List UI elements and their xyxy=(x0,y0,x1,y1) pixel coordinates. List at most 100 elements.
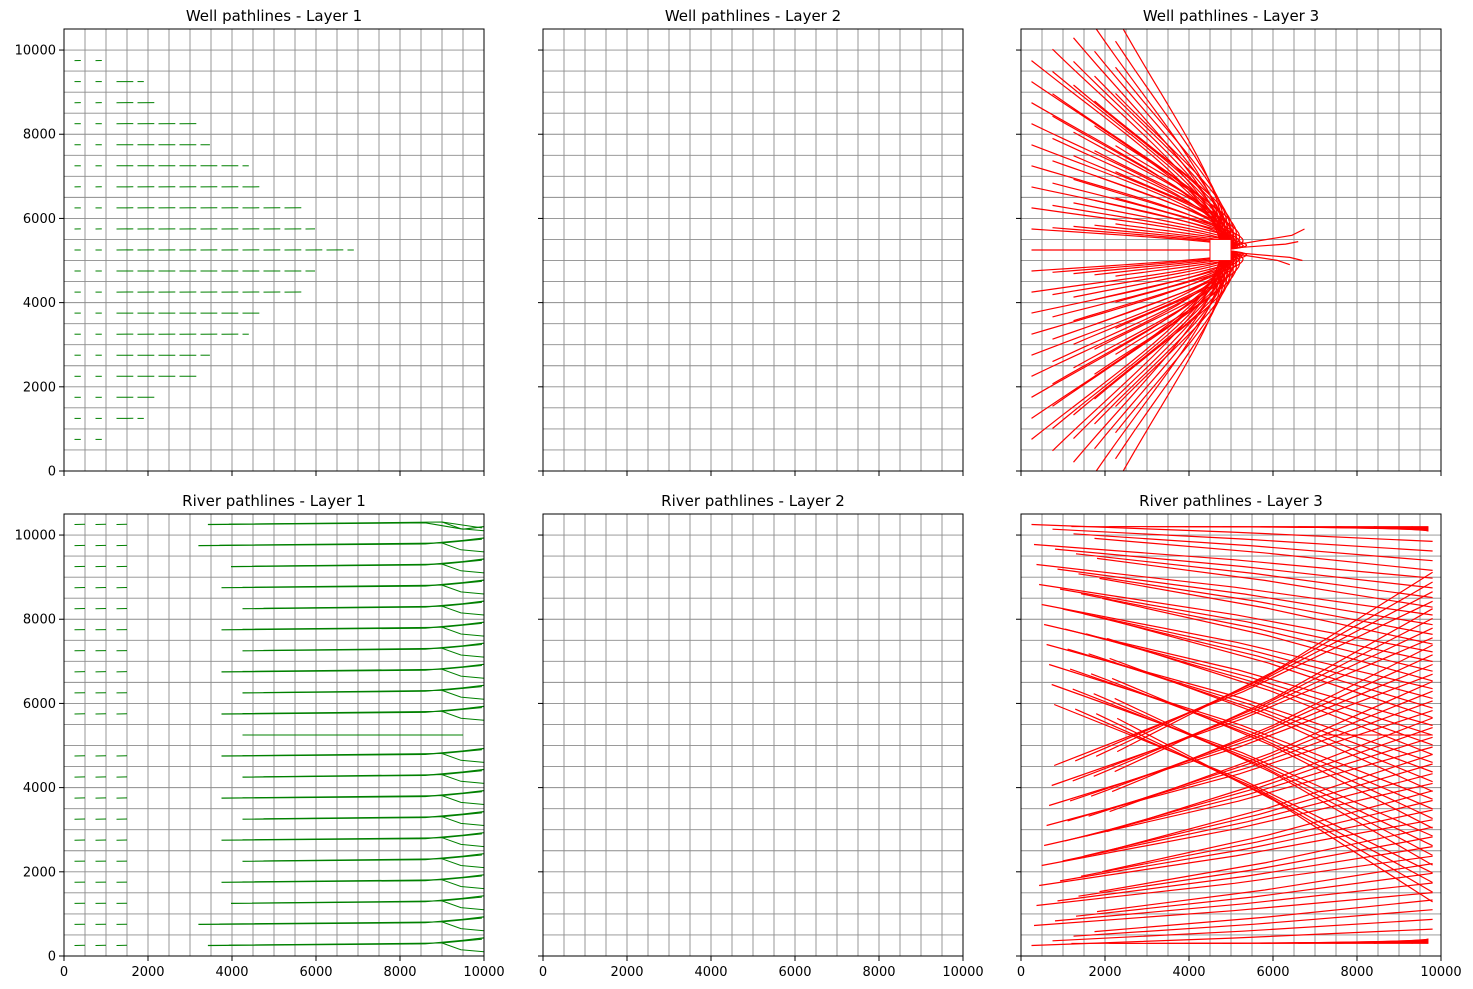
pathline xyxy=(1062,608,1433,699)
x-tick-label: 4000 xyxy=(215,965,248,980)
pathline xyxy=(1106,637,1433,756)
pathline xyxy=(1094,100,1229,252)
x-tick-label: 6000 xyxy=(299,965,332,980)
y-tick-label: 2000 xyxy=(23,865,56,880)
pathline xyxy=(263,644,482,651)
pathline xyxy=(1072,627,1433,782)
pathline xyxy=(1115,92,1231,252)
pathline xyxy=(1111,644,1433,793)
pathline xyxy=(1039,583,1433,653)
y-tick-label: 0 xyxy=(48,465,56,480)
pathline xyxy=(441,647,484,658)
pathlines xyxy=(74,60,354,440)
pathline xyxy=(1115,66,1229,253)
pathline xyxy=(1101,790,1433,873)
y-tick-label: 10000 xyxy=(15,529,56,544)
x-tick-label: 8000 xyxy=(862,965,895,980)
pathline xyxy=(1109,680,1433,813)
pathline xyxy=(441,879,484,890)
ticks: 0 2000 4000 6000 8000 10000 xyxy=(538,534,984,980)
subplot-2: Well pathlines - Layer 2 xyxy=(538,7,964,476)
pathline xyxy=(1048,663,1433,800)
subplot-6: 0 2000 4000 6000 8000 10000 River pathlines - … xyxy=(1016,492,1462,980)
subplot-title: Well pathlines - Layer 2 xyxy=(665,7,841,25)
pathlines xyxy=(1031,29,1305,471)
pathline xyxy=(441,521,484,532)
x-tick-label: 0 xyxy=(1017,965,1025,980)
pathline xyxy=(221,663,484,673)
pathline xyxy=(1099,577,1433,645)
pathline xyxy=(1228,228,1305,247)
pathline xyxy=(441,542,484,553)
pathline xyxy=(1054,882,1433,922)
pathline xyxy=(1051,683,1433,837)
pathline xyxy=(1078,573,1433,635)
pathline xyxy=(1096,557,1433,608)
subplot-1: 0 2000 4000 6000 8000 10000 Well pathlines - L… xyxy=(15,7,485,480)
pathline xyxy=(1411,526,1429,532)
x-tick-label: 8000 xyxy=(383,965,416,980)
y-tick-label: 4000 xyxy=(23,296,56,311)
y-tick-label: 2000 xyxy=(23,380,56,395)
pathline xyxy=(1114,608,1433,773)
subplot-title: Well pathlines - Layer 3 xyxy=(1143,7,1319,25)
pathline xyxy=(1057,846,1433,902)
pathline xyxy=(441,605,484,616)
pathline xyxy=(1115,249,1248,277)
pathline xyxy=(441,668,484,679)
x-tick-label: 2000 xyxy=(610,965,643,980)
pathline xyxy=(1106,717,1433,833)
pathline xyxy=(1109,657,1433,792)
pathline xyxy=(1104,617,1433,719)
pathline xyxy=(1052,48,1222,250)
pathline xyxy=(1096,863,1433,913)
pathline xyxy=(1041,782,1433,867)
axes-frame xyxy=(1020,28,1442,472)
pathline xyxy=(1085,727,1433,837)
pathline xyxy=(441,942,484,953)
axes-frame xyxy=(1020,513,1442,957)
pathline xyxy=(1090,673,1433,820)
pathline xyxy=(263,770,482,778)
pathline xyxy=(1094,899,1433,933)
pathline xyxy=(1411,938,1429,944)
pathlines xyxy=(1031,523,1433,947)
x-tick-label: 2000 xyxy=(1088,965,1121,980)
x-tick-label: 8000 xyxy=(1340,965,1373,980)
pathline xyxy=(1053,703,1433,874)
ticks: 0 2000 4000 6000 8000 10000 xyxy=(1016,534,1462,980)
pathline xyxy=(1039,819,1433,887)
pathline xyxy=(1069,663,1433,802)
pathline xyxy=(263,686,482,693)
x-tick-label: 0 xyxy=(60,965,68,980)
pathline xyxy=(441,837,484,848)
pathline xyxy=(1052,204,1236,251)
pathline xyxy=(1090,654,1433,797)
pathline xyxy=(1078,836,1433,897)
pathline xyxy=(1373,938,1429,944)
pathline xyxy=(1052,249,1223,429)
pathline xyxy=(441,563,484,574)
ticks: 0 2000 4000 6000 8000 10000 0 2000 4000 6000 8000 1… xyxy=(15,529,505,980)
pathline xyxy=(1074,591,1433,762)
y-tick-label: 8000 xyxy=(23,613,56,628)
pathline xyxy=(1095,581,1433,757)
pathline xyxy=(1073,533,1433,562)
ticks xyxy=(1016,49,1442,476)
pathline xyxy=(1054,548,1433,589)
pathline xyxy=(1052,528,1433,552)
x-tick-label: 2000 xyxy=(131,965,164,980)
pathline xyxy=(1072,688,1433,847)
pathline xyxy=(441,753,484,763)
subplot-title: River pathlines - Layer 1 xyxy=(182,492,366,510)
pathline xyxy=(221,705,484,715)
pathline xyxy=(263,812,482,820)
pathline xyxy=(441,858,484,869)
pathline xyxy=(1057,568,1433,626)
pathline xyxy=(1080,799,1433,877)
subplot-title: Well pathlines - Layer 1 xyxy=(186,7,362,25)
pathline xyxy=(441,584,484,595)
pathline xyxy=(1033,543,1433,579)
subplot-5: 0 2000 4000 6000 8000 10000 River pathlines - … xyxy=(538,492,984,980)
